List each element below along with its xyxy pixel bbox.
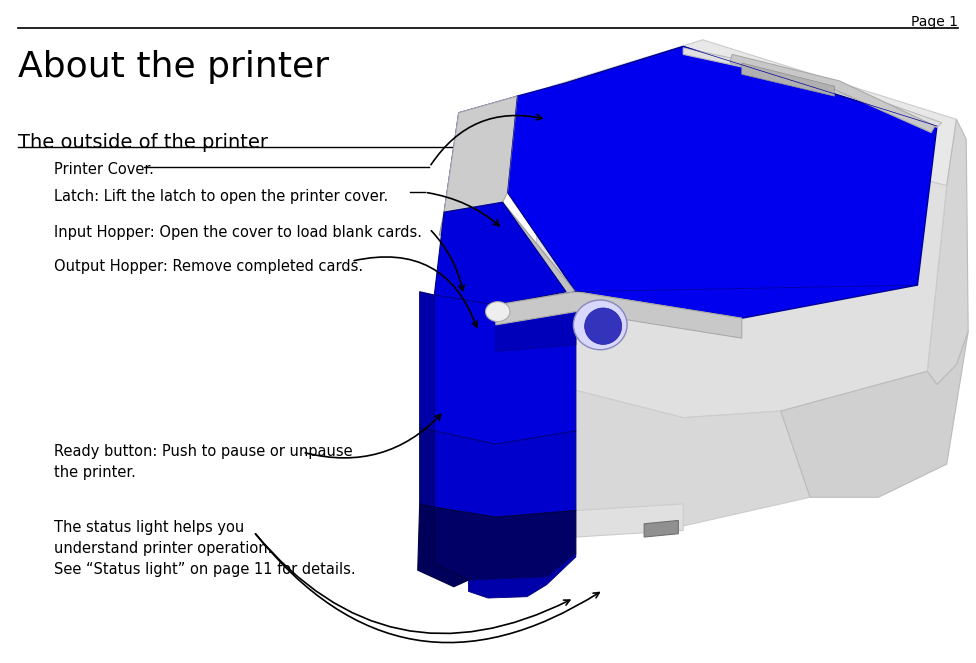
Polygon shape [468,554,576,598]
Polygon shape [508,46,937,318]
Polygon shape [576,504,683,537]
Text: Latch: Lift the latch to open the printer cover.: Latch: Lift the latch to open the printe… [54,189,387,204]
Text: Page 1: Page 1 [912,15,958,29]
Text: The status light helps you
understand printer operation.
See “Status light” on p: The status light helps you understand pr… [54,520,355,577]
Polygon shape [439,202,742,325]
Polygon shape [542,40,956,186]
Text: The outside of the printer: The outside of the printer [18,133,267,152]
Text: Ready button: Push to pause or unpause
the printer.: Ready button: Push to pause or unpause t… [54,444,352,480]
Polygon shape [434,292,576,444]
Polygon shape [434,431,576,517]
Polygon shape [644,520,678,537]
Polygon shape [730,54,935,133]
Text: Output Hopper: Remove completed cards.: Output Hopper: Remove completed cards. [54,259,363,274]
Polygon shape [517,378,810,530]
Polygon shape [420,292,434,431]
Polygon shape [444,96,517,215]
Polygon shape [742,63,834,96]
Polygon shape [434,202,566,305]
Polygon shape [527,119,947,418]
Polygon shape [496,295,576,351]
Polygon shape [418,504,468,587]
Ellipse shape [486,302,510,322]
Polygon shape [683,48,942,127]
Text: Input Hopper: Open the cover to load blank cards.: Input Hopper: Open the cover to load bla… [54,225,422,241]
Polygon shape [496,292,742,338]
Polygon shape [781,332,968,497]
Polygon shape [420,428,434,507]
Polygon shape [927,119,968,385]
Ellipse shape [574,300,628,350]
Polygon shape [434,507,576,580]
Ellipse shape [585,308,622,345]
Text: About the printer: About the printer [18,50,329,84]
Text: Printer Cover.: Printer Cover. [54,162,153,178]
Polygon shape [444,96,517,212]
